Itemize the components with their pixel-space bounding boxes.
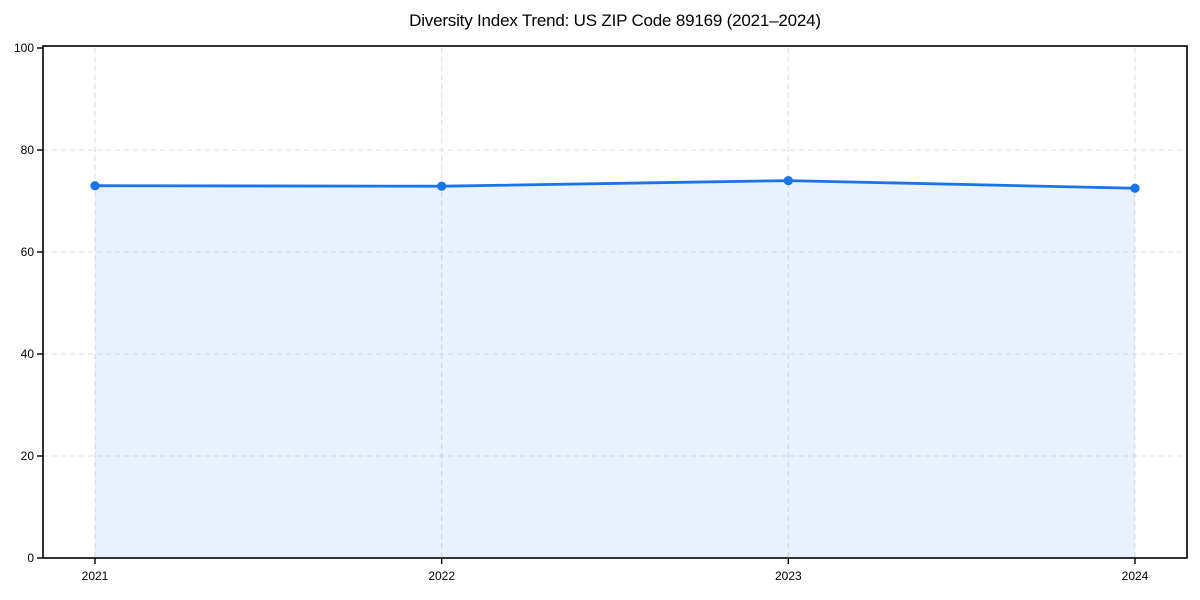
y-axis-tick-label: 40 <box>21 347 35 361</box>
y-axis-tick-label: 60 <box>21 245 35 259</box>
y-axis-tick-label: 100 <box>14 41 34 55</box>
x-axis-tick-label: 2024 <box>1122 569 1149 583</box>
area-fill <box>95 180 1135 558</box>
chart-title: Diversity Index Trend: US ZIP Code 89169… <box>409 11 821 30</box>
x-axis-tick-label: 2022 <box>428 569 455 583</box>
data-point-marker <box>90 181 100 191</box>
y-axis-tick-label: 0 <box>27 551 34 565</box>
data-point-marker <box>783 176 793 186</box>
x-axis-tick-label: 2021 <box>82 569 109 583</box>
y-axis-tick-label: 80 <box>21 143 35 157</box>
data-point-marker <box>437 181 447 191</box>
data-point-marker <box>1130 183 1140 193</box>
x-axis-tick-label: 2023 <box>775 569 802 583</box>
trend-line <box>93 179 1137 190</box>
plot-border <box>42 45 1188 559</box>
y-axis-tick-label: 20 <box>21 449 35 463</box>
